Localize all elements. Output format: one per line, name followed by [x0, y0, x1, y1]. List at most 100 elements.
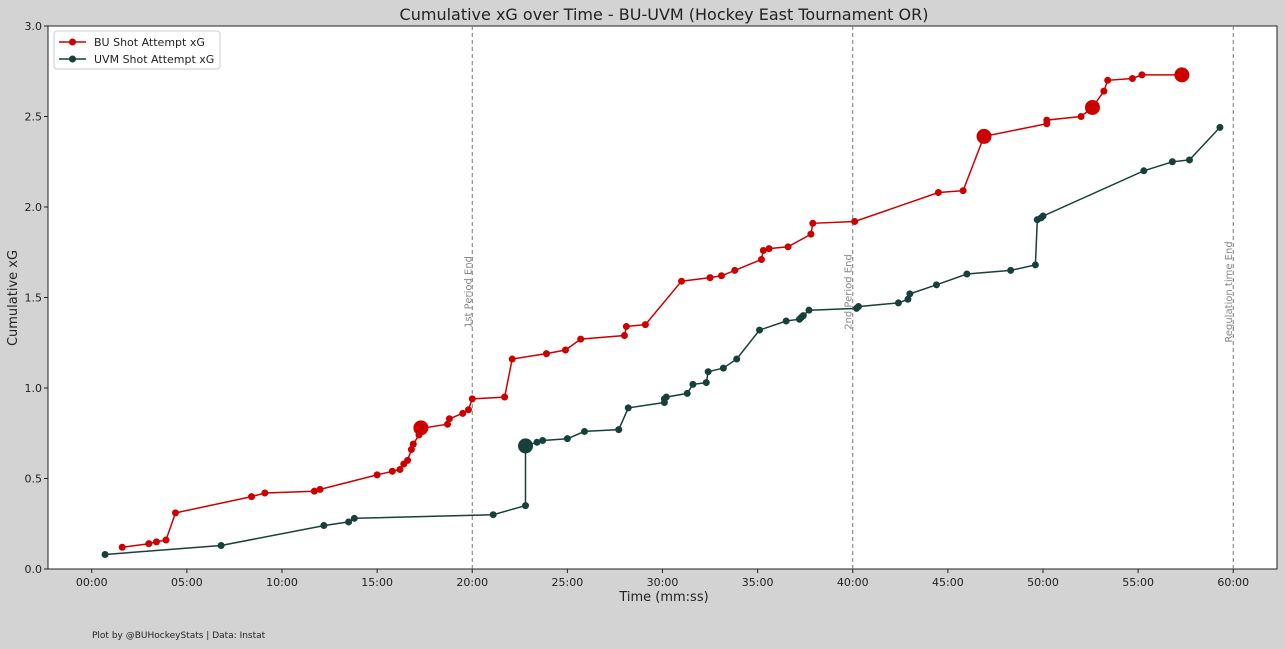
data-point: [662, 393, 670, 401]
x-tick-label: 60:00: [1217, 576, 1249, 589]
data-point: [1043, 116, 1051, 124]
legend-swatch-marker: [69, 55, 76, 63]
x-tick-label: 40:00: [837, 576, 869, 589]
x-tick-label: 20:00: [456, 576, 488, 589]
data-point: [894, 299, 902, 307]
data-point: [563, 435, 571, 443]
y-axis: 0.0 0.5 1.0 1.5 2.0 2.5 3.0: [25, 20, 48, 576]
data-point: [678, 277, 686, 285]
data-point: [906, 290, 914, 298]
data-point: [615, 426, 623, 434]
data-point: [934, 189, 942, 197]
goal-marker: [518, 438, 534, 454]
period-end-label: 1st Period End: [463, 256, 474, 328]
data-point: [757, 255, 765, 263]
x-tick-label: 30:00: [647, 576, 679, 589]
data-point: [101, 551, 109, 559]
goal-marker: [413, 420, 429, 436]
legend-box: [53, 30, 221, 70]
data-point: [1128, 74, 1136, 82]
x-tick-label: 10:00: [266, 576, 298, 589]
data-point: [702, 379, 710, 387]
data-point: [622, 322, 630, 330]
period-lines: 1st Period End 2nd Period End Regulation t…: [463, 26, 1235, 569]
data-point: [171, 509, 179, 517]
x-tick-label: 25:00: [552, 576, 584, 589]
legend-label: UVM Shot Attempt xG: [94, 53, 214, 66]
plot-area: [47, 25, 1278, 570]
data-point: [854, 303, 862, 311]
data-point: [310, 487, 318, 495]
data-point: [620, 332, 628, 340]
y-tick-label: 1.5: [25, 292, 43, 305]
data-point: [261, 489, 269, 497]
data-point: [689, 380, 697, 388]
legend-label: BU Shot Attempt xG: [94, 36, 205, 49]
period-end-label: 2nd Period End: [844, 254, 855, 330]
data-point: [522, 502, 530, 510]
data-point: [152, 538, 160, 546]
data-point: [407, 446, 415, 454]
data-point: [508, 355, 516, 363]
x-tick-label: 05:00: [171, 576, 203, 589]
data-point: [350, 514, 358, 522]
data-point: [641, 321, 649, 329]
data-point: [489, 511, 497, 519]
y-axis-label: Cumulative xG: [6, 250, 21, 346]
data-point: [577, 335, 585, 343]
data-point: [345, 518, 353, 526]
data-point: [904, 295, 912, 303]
data-point: [731, 266, 739, 274]
goal-marker: [1174, 67, 1190, 83]
data-point: [539, 436, 547, 444]
data-point: [1168, 158, 1176, 166]
data-point: [624, 404, 632, 412]
x-tick-label: 15:00: [361, 576, 393, 589]
data-point: [959, 187, 967, 195]
y-tick-label: 2.0: [25, 201, 43, 214]
data-point: [373, 471, 381, 479]
chart-title: Cumulative xG over Time - BU-UVM (Hockey…: [400, 5, 929, 24]
data-point: [706, 274, 714, 282]
data-point: [782, 317, 790, 325]
series-line-0: [122, 74, 1182, 549]
data-point: [501, 393, 509, 401]
x-tick-label: 50:00: [1027, 576, 1059, 589]
data-point: [809, 219, 817, 227]
data-point: [1185, 156, 1193, 164]
data-point: [404, 456, 412, 464]
data-point: [1104, 76, 1112, 84]
y-tick-label: 0.0: [25, 563, 43, 576]
data-point: [145, 540, 153, 548]
data-point: [1039, 212, 1047, 220]
data-point: [533, 438, 541, 446]
data-point: [396, 465, 404, 473]
data-point: [805, 306, 813, 314]
data-point: [217, 541, 225, 549]
data-point: [248, 493, 256, 501]
data-point: [468, 395, 476, 403]
data-point: [1031, 261, 1039, 269]
data-point: [580, 427, 588, 435]
data-point: [784, 243, 792, 251]
data-point: [316, 485, 324, 493]
data-point: [1216, 123, 1224, 131]
data-point: [932, 281, 940, 289]
x-axis: 00:00 05:00 10:00 15:00 20:00 25:00 30:00 35:00…: [76, 569, 1249, 589]
y-tick-label: 3.0: [25, 20, 43, 33]
data-point: [118, 543, 126, 551]
data-point: [733, 355, 741, 363]
legend: BU Shot Attempt xG UVM Shot Attempt xG: [53, 30, 221, 70]
x-tick-label: 00:00: [76, 576, 108, 589]
data-point: [464, 406, 472, 414]
data-point: [320, 522, 328, 530]
data-point: [807, 230, 815, 238]
data-point: [717, 272, 725, 280]
goal-marker: [1084, 99, 1100, 115]
credit-text: Plot by @BUHockeyStats | Data: Instat: [92, 631, 266, 641]
data-point: [1138, 71, 1146, 79]
series-layer: [101, 67, 1224, 559]
data-point: [542, 350, 550, 358]
x-tick-label: 45:00: [932, 576, 964, 589]
data-point: [759, 246, 767, 254]
